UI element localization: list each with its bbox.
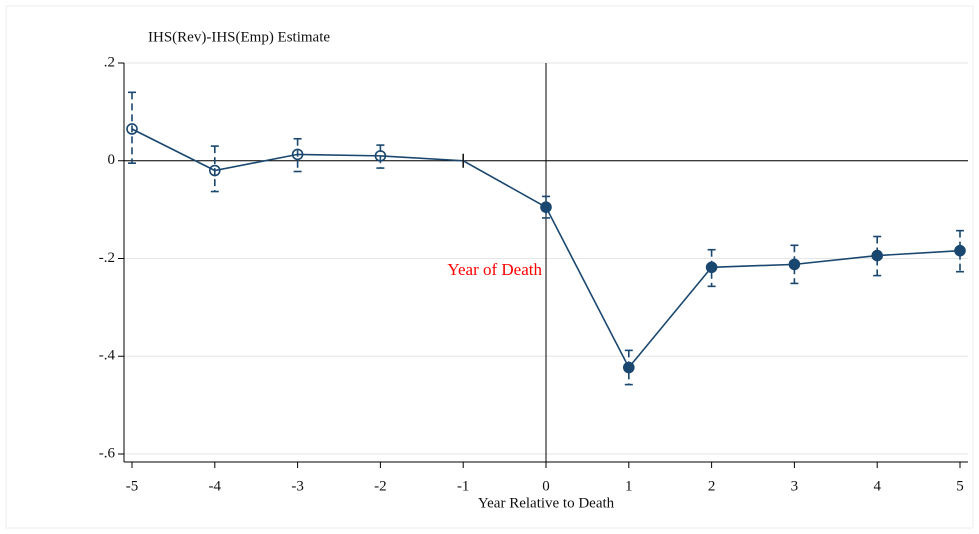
point (291, 148, 304, 161)
x-tick-label: 5 (956, 478, 964, 494)
x-axis-title: Year Relative to Death (478, 495, 615, 511)
point (126, 123, 138, 135)
point (705, 261, 718, 274)
y-tick-label: .2 (104, 54, 115, 70)
error-bar (128, 91, 136, 164)
x-tick-label: -4 (209, 478, 222, 494)
y-tick-label: -.4 (99, 348, 116, 364)
y-axis-title: IHS(Rev)-IHS(Emp) Estimate (148, 29, 330, 45)
error-bar (542, 195, 550, 219)
error-bar (873, 235, 882, 277)
error-bar (707, 248, 716, 288)
x-tick-label: -5 (126, 478, 139, 494)
plot-background (5, 5, 974, 529)
x-tick-label: 1 (625, 478, 633, 494)
x-tick-label: 2 (708, 478, 716, 494)
point (622, 361, 635, 374)
point (540, 201, 552, 213)
x-tick-label: -1 (457, 478, 470, 494)
x-tick-label: 3 (791, 478, 799, 494)
annotation: Year of Death (447, 260, 542, 279)
x-tick-label: -2 (374, 478, 387, 494)
point (871, 249, 884, 262)
y-tick-label: 0 (108, 152, 116, 168)
error-bar (956, 229, 964, 273)
point (209, 164, 221, 177)
point (788, 258, 801, 271)
point (954, 244, 966, 257)
x-tick-label: 0 (542, 478, 550, 494)
point (374, 150, 387, 162)
error-bar (790, 244, 799, 285)
y-tick-label: -.6 (99, 445, 116, 461)
error-bar (210, 145, 219, 193)
y-tick-label: -.2 (99, 250, 115, 266)
x-tick-label: 4 (873, 478, 881, 494)
x-tick-label: -3 (291, 478, 304, 494)
